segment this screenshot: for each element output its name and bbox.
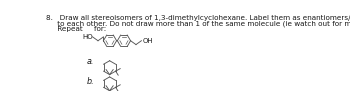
Text: 8.   Draw all stereoisomers of 1,3-dimethylcyclohexane. Label them as enantiomer: 8. Draw all stereoisomers of 1,3-dimethy…: [46, 15, 350, 21]
Text: HO: HO: [82, 34, 92, 40]
Text: to each other. Do not draw more than 1 of the same molecule (ie watch out for me: to each other. Do not draw more than 1 o…: [46, 21, 350, 27]
Text: b.: b.: [87, 77, 95, 86]
Text: OH: OH: [142, 38, 153, 44]
Text: Repeat     for:: Repeat for:: [46, 26, 106, 32]
Text: a.: a.: [87, 57, 95, 66]
